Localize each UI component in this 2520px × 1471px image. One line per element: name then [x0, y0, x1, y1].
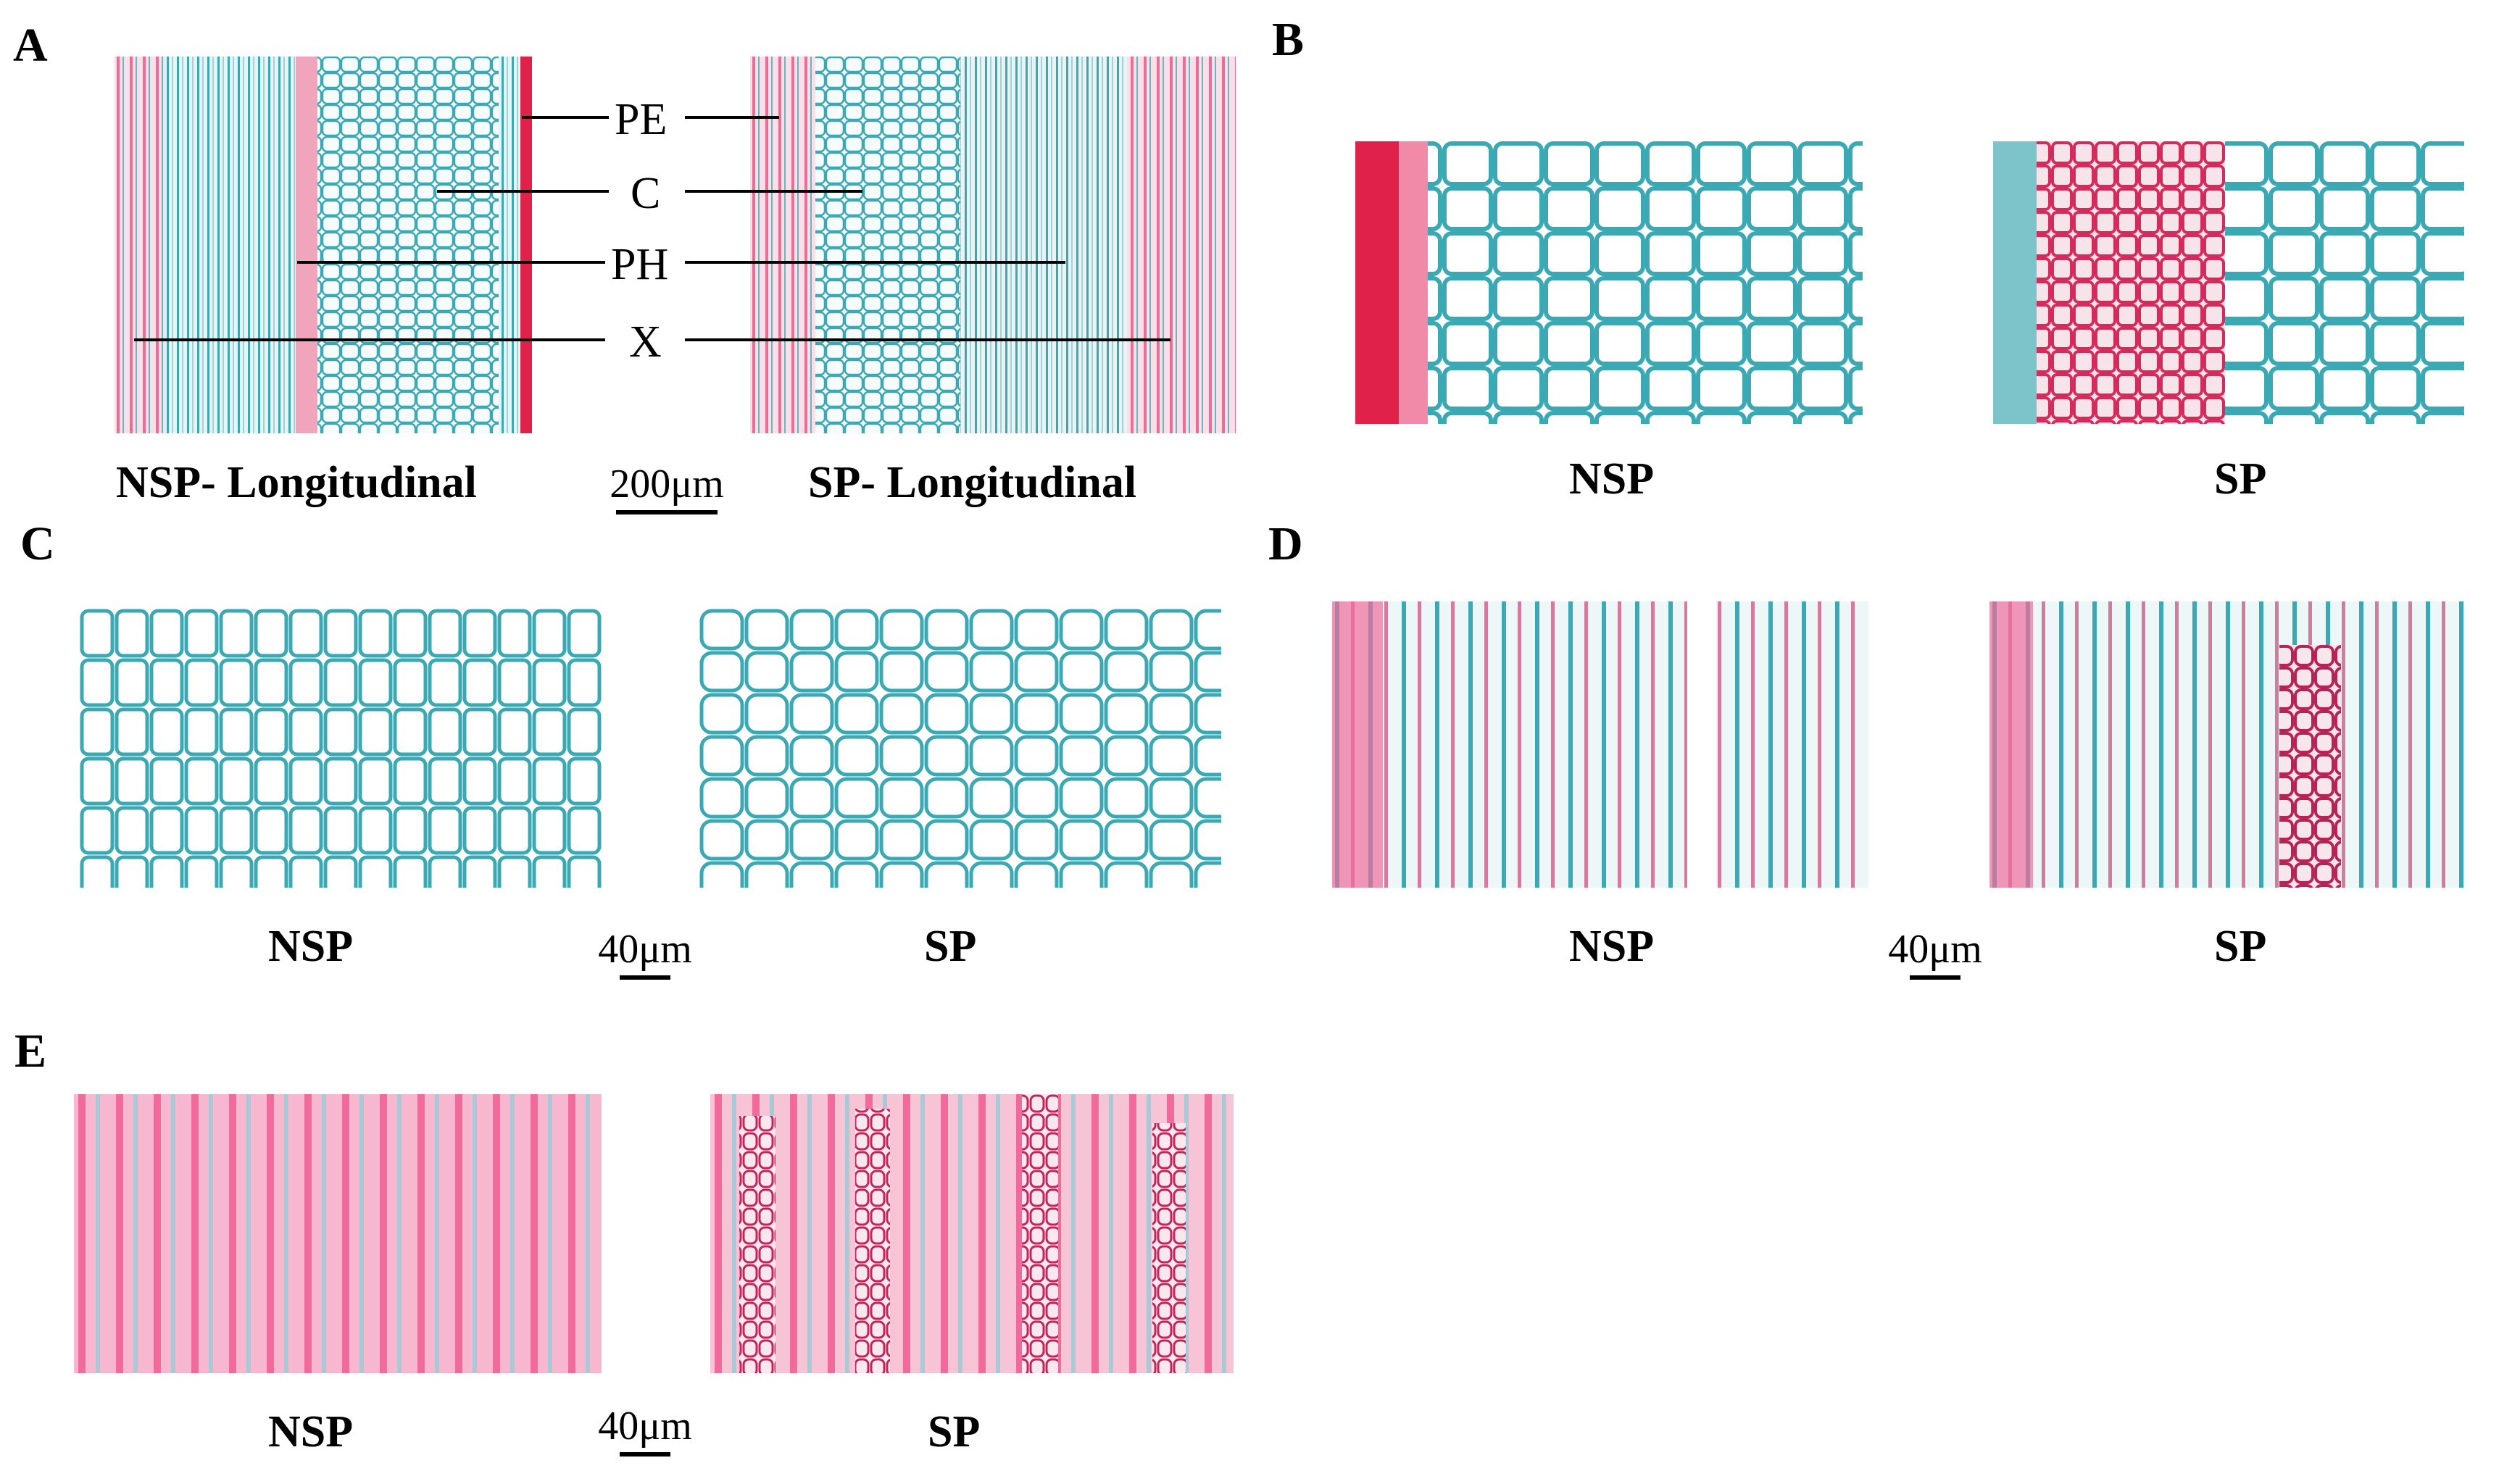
- scale-bar-d-line: [1910, 975, 1960, 980]
- scale-bar-e: 40μm: [573, 1406, 718, 1457]
- micrograph-e-nsp: [74, 1094, 602, 1373]
- micrograph-d-nsp: [1332, 601, 1868, 888]
- caption-d-nsp: NSP: [1569, 922, 1655, 971]
- leader-line-c-left: [437, 190, 609, 193]
- leader-line-x-right: [685, 338, 1170, 341]
- micrograph-a-nsp-longitudinal: [115, 57, 542, 433]
- panel-letter-b: B: [1272, 13, 1305, 66]
- leader-line-x-left: [134, 338, 605, 341]
- caption-b-sp: SP: [2214, 454, 2267, 504]
- micrograph-a-sp-longitudinal: [750, 57, 1236, 433]
- caption-a-nsp-longitudinal: NSP- Longitudinal: [116, 458, 477, 507]
- scale-bar-c-label: 40μm: [598, 927, 692, 972]
- micrograph-b-sp: [1964, 141, 2464, 424]
- caption-c-nsp: NSP: [268, 922, 354, 971]
- caption-e-sp: SP: [928, 1407, 981, 1457]
- leader-line-ph-right: [685, 261, 1065, 264]
- micrograph-d-sp: [1989, 601, 2464, 888]
- scale-bar-a-line: [616, 510, 718, 514]
- scale-bar-d-label: 40μm: [1888, 927, 1982, 972]
- panel-letter-c: C: [20, 517, 55, 570]
- scale-bar-c: 40μm: [573, 929, 718, 980]
- label-pe: PE: [615, 95, 668, 144]
- leader-line-pe-right: [685, 116, 779, 119]
- label-ph: PH: [611, 240, 669, 289]
- leader-line-c-right: [685, 190, 862, 193]
- scale-bar-d: 40μm: [1863, 929, 2008, 980]
- scale-bar-a: 200μm: [594, 464, 739, 514]
- label-c: C: [631, 169, 661, 218]
- micrograph-e-sp: [710, 1094, 1234, 1373]
- caption-a-sp-longitudinal: SP- Longitudinal: [808, 458, 1137, 507]
- leader-line-pe-left: [522, 116, 609, 119]
- caption-b-nsp: NSP: [1569, 454, 1655, 504]
- label-x: X: [629, 317, 662, 367]
- caption-c-sp: SP: [924, 922, 977, 971]
- scale-bar-c-line: [620, 975, 670, 980]
- scale-bar-e-label: 40μm: [598, 1404, 692, 1449]
- caption-d-sp: SP: [2214, 922, 2267, 971]
- panel-letter-d: D: [1268, 517, 1303, 570]
- leader-line-ph-left: [297, 261, 605, 264]
- scale-bar-a-label: 200μm: [610, 462, 724, 507]
- micrograph-c-nsp: [80, 609, 602, 888]
- panel-letter-e: E: [14, 1025, 47, 1078]
- micrograph-c-sp: [699, 609, 1221, 888]
- micrograph-b-nsp: [1341, 141, 1863, 424]
- caption-e-nsp: NSP: [268, 1407, 354, 1457]
- panel-letter-a: A: [13, 19, 48, 72]
- scale-bar-e-line: [620, 1452, 670, 1457]
